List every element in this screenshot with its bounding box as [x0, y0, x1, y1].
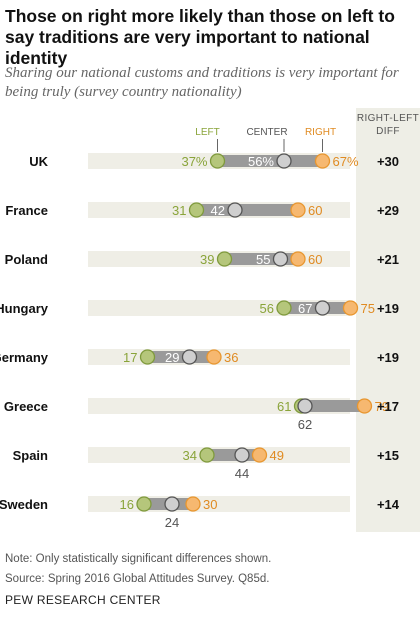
- diff-value: +19: [377, 350, 399, 365]
- notes: Note: Only statistically significant dif…: [5, 549, 271, 589]
- center-dot: [297, 398, 313, 414]
- country-label: Germany: [0, 350, 49, 365]
- left-value-label: 39: [200, 252, 214, 267]
- left-dot: [216, 251, 233, 267]
- left-value-label: 16: [120, 497, 134, 512]
- left-dot: [199, 447, 215, 463]
- range-connector: [147, 351, 214, 363]
- center-value-label: 29: [165, 350, 179, 365]
- left-dot: [139, 349, 156, 365]
- diff-header-line1: RIGHT-LEFT: [357, 113, 419, 124]
- diff-value: +17: [377, 399, 399, 414]
- right-value-label: 75: [361, 301, 375, 316]
- right-dot: [356, 398, 373, 414]
- country-label: Hungary: [0, 301, 49, 316]
- diff-value: +21: [377, 252, 399, 267]
- note-text: Note: Only statistically significant dif…: [5, 553, 272, 565]
- right-value-label: 60: [308, 203, 322, 218]
- left-dot: [188, 202, 205, 218]
- left-dot: [136, 496, 152, 512]
- left-value-label: 56: [260, 301, 274, 316]
- right-value-label: 67%: [333, 154, 359, 169]
- left-value-label: 37%: [181, 154, 207, 169]
- source-text: Source: Spring 2016 Global Attitudes Sur…: [5, 573, 270, 585]
- chart-subtitle: Sharing our national customs and traditi…: [5, 65, 399, 100]
- diff-header-line2: DIFF: [376, 126, 400, 137]
- right-dot: [314, 153, 331, 169]
- row-band: [88, 398, 350, 414]
- right-value-label: 79: [375, 399, 389, 414]
- right-value-label: 30: [203, 497, 217, 512]
- center-dot: [234, 447, 250, 463]
- left-value-label: 17: [123, 350, 137, 365]
- range-connector: [207, 449, 260, 461]
- legend-left-label: LEFT: [195, 127, 219, 138]
- center-value-label: 24: [165, 515, 179, 530]
- center-value-label: 44: [235, 466, 249, 481]
- right-value-label: 36: [224, 350, 238, 365]
- country-label: Spain: [13, 448, 48, 463]
- right-value-label: 49: [270, 448, 284, 463]
- legend-center-label: CENTER: [246, 127, 287, 138]
- left-value-label: 31: [172, 203, 186, 218]
- diff-column-bg: [356, 108, 420, 532]
- diff-value: +29: [377, 203, 399, 218]
- center-value-label: 62: [298, 417, 312, 432]
- right-dot: [251, 447, 268, 463]
- center-dot: [314, 300, 331, 316]
- center-value-label: 42: [211, 203, 225, 218]
- right-value-label: 60: [308, 252, 322, 267]
- right-dot: [206, 349, 222, 365]
- brand-name: PEW RESEARCH CENTER: [5, 593, 161, 607]
- country-label: France: [5, 203, 48, 218]
- right-dot: [290, 251, 306, 267]
- diff-value: +19: [377, 301, 399, 316]
- center-value-label: 67: [298, 301, 312, 316]
- right-dot: [290, 202, 306, 218]
- country-label: UK: [29, 154, 48, 169]
- legend-right-label: RIGHT: [305, 127, 336, 138]
- left-value-label: 61: [277, 399, 291, 414]
- center-dot: [272, 251, 289, 267]
- right-dot: [185, 496, 201, 512]
- range-connector: [196, 204, 298, 216]
- country-label: Sweden: [0, 497, 48, 512]
- chart-title: Those on right more likely than those on…: [5, 6, 395, 68]
- country-label: Greece: [4, 399, 48, 414]
- right-dot: [342, 300, 359, 316]
- country-label: Poland: [5, 252, 48, 267]
- range-connector: [217, 155, 323, 167]
- range-connector: [301, 400, 365, 412]
- center-dot: [276, 153, 292, 169]
- diff-value: +15: [377, 448, 399, 463]
- diff-value: +30: [377, 154, 399, 169]
- center-value-label: 56%: [248, 154, 274, 169]
- diff-value: +14: [377, 497, 400, 512]
- center-dot: [181, 349, 198, 365]
- left-dot: [276, 300, 292, 316]
- left-dot: [209, 153, 226, 169]
- left-value-label: 34: [183, 448, 197, 463]
- center-value-label: 55: [256, 252, 270, 267]
- dot-chart: RIGHT-LEFT DIFF LEFT CENTER RIGHT UK 37% 67% 56%…: [0, 108, 420, 532]
- center-dot: [227, 202, 243, 218]
- center-dot: [164, 496, 180, 512]
